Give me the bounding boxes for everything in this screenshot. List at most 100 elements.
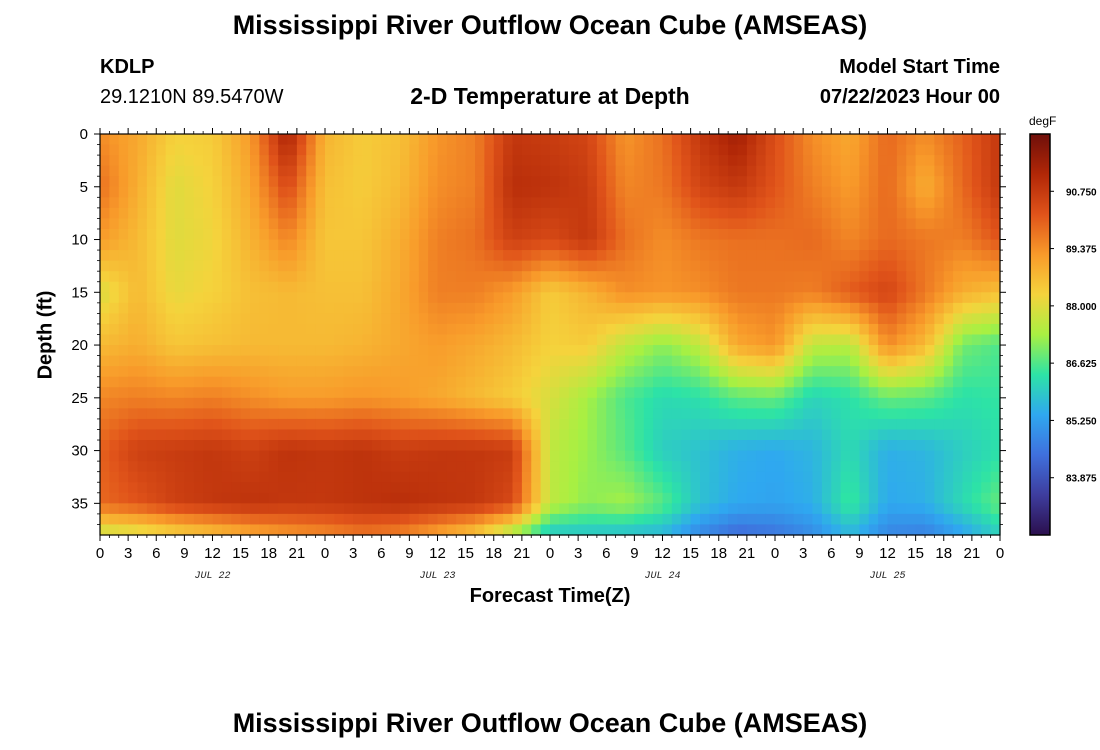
heatmap-cell: [175, 228, 185, 241]
heatmap-cell: [118, 345, 129, 357]
heatmap-cell: [746, 134, 757, 146]
heatmap-cell: [165, 450, 176, 462]
heatmap-cell: [934, 334, 945, 346]
heatmap-cell: [596, 165, 607, 177]
heatmap-cell: [840, 492, 851, 504]
heatmap-cell: [559, 440, 570, 452]
heatmap-cell: [165, 513, 176, 526]
heatmap-cell: [278, 366, 289, 378]
x-tick-label: 18: [260, 545, 277, 562]
heatmap-cell: [315, 408, 326, 420]
heatmap-cell: [887, 376, 898, 388]
heatmap-cell: [915, 524, 926, 536]
heatmap-cell: [306, 482, 317, 494]
heatmap-cell: [334, 355, 345, 367]
heatmap-cell: [868, 376, 879, 388]
heatmap-cell: [625, 155, 635, 167]
heatmap-cell: [550, 134, 560, 146]
heatmap-cell: [296, 524, 307, 536]
heatmap-cell: [915, 397, 926, 409]
heatmap-cell: [643, 376, 654, 388]
heatmap-cell: [653, 503, 664, 515]
heatmap-cell: [409, 355, 420, 367]
heatmap-cell: [456, 271, 467, 283]
heatmap-cell: [568, 281, 579, 293]
heatmap-cell: [887, 228, 898, 241]
heatmap-cell: [146, 144, 157, 156]
heatmap-cell: [512, 471, 523, 483]
heatmap-cell: [662, 418, 673, 431]
heatmap-cell: [981, 461, 992, 473]
heatmap-cell: [756, 461, 767, 473]
heatmap-cell: [240, 513, 251, 526]
heatmap-cell: [437, 408, 448, 420]
heatmap-cell: [456, 513, 467, 526]
heatmap-cell: [418, 503, 429, 515]
heatmap-cell: [943, 176, 954, 188]
heatmap-cell: [287, 155, 298, 167]
heatmap-cell: [681, 207, 692, 220]
heatmap-cell: [334, 281, 345, 293]
heatmap-cell: [503, 144, 514, 156]
heatmap-cell: [775, 345, 785, 357]
heatmap-cell: [868, 165, 879, 177]
heatmap-cell: [475, 228, 485, 241]
heatmap-cell: [634, 144, 645, 156]
heatmap-cell: [400, 176, 410, 188]
heatmap-cell: [550, 408, 560, 420]
heatmap-cell: [690, 524, 701, 536]
heatmap-cell: [362, 366, 373, 378]
heatmap-cell: [353, 271, 364, 283]
heatmap-cell: [765, 376, 776, 388]
heatmap-cell: [287, 228, 298, 241]
heatmap-cell: [371, 461, 382, 473]
heatmap-cell: [953, 408, 964, 420]
heatmap-cell: [887, 176, 898, 188]
heatmap-cell: [953, 155, 964, 167]
heatmap-cell: [381, 260, 392, 272]
heatmap-cell: [521, 355, 532, 367]
heatmap-cell: [962, 239, 973, 251]
heatmap-cell: [831, 302, 842, 314]
heatmap-cell: [906, 207, 917, 220]
heatmap-cell: [409, 376, 420, 388]
heatmap-cell: [596, 334, 607, 346]
heatmap-cell: [906, 155, 917, 167]
heatmap-cell: [906, 513, 917, 526]
heatmap-cell: [400, 513, 410, 526]
heatmap-cell: [203, 323, 214, 336]
heatmap-cell: [231, 345, 242, 357]
heatmap-cell: [250, 503, 260, 515]
heatmap-cell: [193, 418, 204, 431]
heatmap-cell: [231, 524, 242, 536]
heatmap-cell: [540, 155, 551, 167]
heatmap-cell: [634, 345, 645, 357]
heatmap-cell: [859, 134, 870, 146]
heatmap-cell: [718, 144, 729, 156]
heatmap-cell: [296, 503, 307, 515]
heatmap-cell: [550, 440, 560, 452]
heatmap-cell: [578, 323, 589, 336]
heatmap-cell: [671, 281, 682, 293]
heatmap-cell: [793, 176, 804, 188]
heatmap-cell: [887, 492, 898, 504]
heatmap-cell: [915, 271, 926, 283]
heatmap-cell: [109, 440, 120, 452]
heatmap-cell: [137, 450, 148, 462]
heatmap-cell: [803, 334, 814, 346]
heatmap-cell: [240, 440, 251, 452]
heatmap-cell: [146, 134, 157, 146]
heatmap-cell: [850, 302, 860, 314]
heatmap-cell: [475, 323, 485, 336]
heatmap-cell: [325, 239, 335, 251]
heatmap-cell: [362, 313, 373, 325]
x-axis-label: Forecast Time(Z): [469, 585, 631, 607]
heatmap-cell: [531, 281, 542, 293]
heatmap-cell: [109, 355, 120, 367]
heatmap-cell: [859, 302, 870, 314]
heatmap-cell: [831, 461, 842, 473]
heatmap-cell: [971, 186, 982, 198]
heatmap-cell: [109, 302, 120, 314]
heatmap-cell: [653, 197, 664, 209]
heatmap-cell: [146, 513, 157, 526]
